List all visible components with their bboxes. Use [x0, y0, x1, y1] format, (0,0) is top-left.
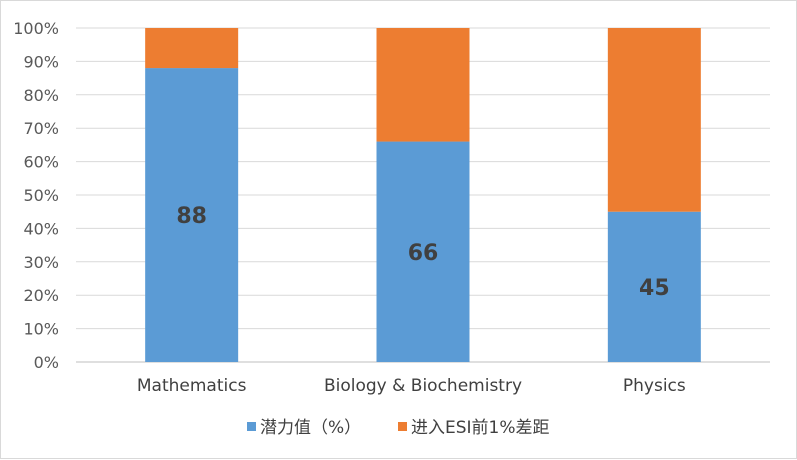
legend: 潜力值（%） 进入ESI前1%差距	[247, 418, 550, 438]
bar-segment	[145, 68, 239, 362]
bar-segment	[376, 141, 470, 362]
category-label: Physics	[623, 376, 686, 396]
y-axis-ticks: 0% 10% 20% 30% 40% 50% 60% 70% 80% 90% 100%	[13, 19, 59, 372]
y-tick-label: 10%	[23, 320, 59, 339]
data-label: 45	[639, 276, 670, 301]
y-tick-label: 50%	[23, 186, 59, 205]
y-tick-label: 70%	[23, 119, 59, 138]
legend-label: 潜力值（%）	[260, 418, 361, 438]
bar-segment	[145, 28, 239, 69]
x-axis-categories: Mathematics Biology & Biochemistry Physics	[137, 376, 686, 396]
y-tick-label: 40%	[23, 219, 59, 238]
y-tick-label: 0%	[34, 353, 59, 372]
y-tick-label: 60%	[23, 153, 59, 172]
bar-segment	[376, 28, 470, 142]
category-label: Mathematics	[137, 376, 247, 396]
y-tick-label: 90%	[23, 52, 59, 71]
y-tick-label: 100%	[13, 19, 59, 38]
data-label: 88	[176, 204, 207, 229]
bars	[145, 28, 701, 362]
bar-segment	[607, 28, 701, 212]
y-tick-label: 20%	[23, 286, 59, 305]
y-tick-label: 80%	[23, 86, 59, 105]
data-labels: 88 66 45	[176, 204, 669, 301]
legend-swatch	[398, 422, 407, 431]
legend-label: 进入ESI前1%差距	[411, 418, 550, 438]
data-label: 66	[408, 241, 439, 266]
y-tick-label: 30%	[23, 253, 59, 272]
bar-segment	[607, 211, 701, 362]
category-label: Biology & Biochemistry	[324, 376, 522, 396]
legend-swatch	[247, 422, 256, 431]
